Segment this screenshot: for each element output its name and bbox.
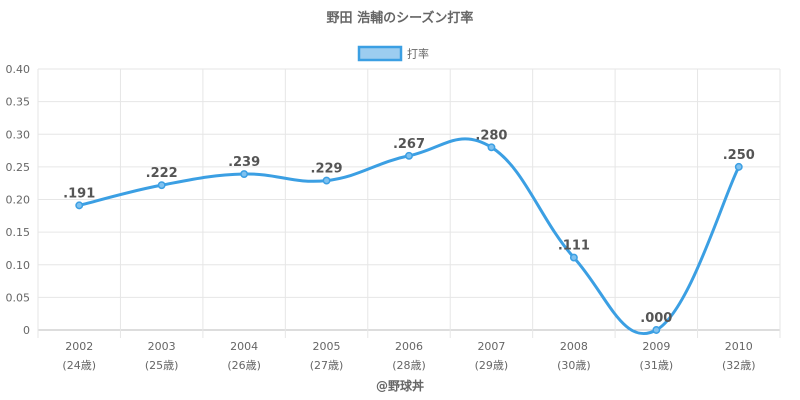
series-batting-average: [75, 137, 743, 335]
data-label: .250: [723, 148, 755, 163]
data-label: .239: [228, 155, 260, 170]
legend[interactable]: 打率: [357, 45, 429, 62]
y-tick-label: 0.30: [6, 128, 31, 141]
data-label: .111: [558, 239, 590, 254]
y-tick-label: 0.35: [6, 96, 31, 109]
data-point[interactable]: [652, 326, 661, 334]
x-tick-sublabel: (24歳): [62, 359, 96, 372]
data-point[interactable]: [157, 181, 166, 190]
data-point[interactable]: [405, 151, 413, 160]
y-tick-label: 0.05: [6, 291, 31, 304]
data-point[interactable]: [322, 176, 331, 185]
data-label: .000: [640, 311, 672, 326]
x-tick-label: 2010: [725, 340, 753, 353]
x-tick-label: 2003: [148, 340, 176, 353]
y-tick-label: 0.40: [6, 63, 31, 76]
x-tick-sublabel: (26歳): [227, 359, 261, 372]
x-tick-sublabel: (27歳): [310, 359, 344, 372]
data-label: .229: [311, 162, 343, 177]
x-tick-sublabel: (31歳): [640, 359, 674, 372]
data-point[interactable]: [569, 253, 578, 262]
x-tick-sublabel: (25歳): [145, 359, 179, 372]
x-tick-label: 2005: [313, 340, 341, 353]
y-axis: 0 0.05 0.10 0.15 0.20 0.25 0.30 0.35 0.40: [6, 63, 31, 337]
y-tick-label: 0: [23, 324, 30, 337]
y-tick-label: 0.25: [6, 161, 31, 174]
data-label: .191: [63, 186, 95, 201]
legend-swatch: [357, 45, 403, 62]
x-tick-sublabel: (30歳): [557, 359, 591, 372]
x-tick-label: 2008: [560, 340, 588, 353]
x-tick-sublabel: (28歳): [392, 359, 426, 372]
data-point[interactable]: [75, 201, 84, 210]
x-tick-label: 2002: [65, 340, 93, 353]
data-point[interactable]: [240, 170, 249, 179]
chart-title: 野田 浩輔のシーズン打率: [327, 10, 474, 26]
x-tick-label: 2007: [477, 340, 505, 353]
x-tick-label: 2006: [395, 340, 423, 353]
data-point[interactable]: [734, 162, 743, 171]
x-tick-label: 2009: [642, 340, 670, 353]
credit-label: @野球丼: [376, 378, 424, 393]
data-label: .267: [393, 137, 425, 152]
data-labels: .191 .222 .239 .229 .267 .280 .111 .000 .250: [63, 128, 755, 326]
series-line: [78, 137, 741, 335]
y-tick-label: 0.15: [6, 226, 31, 239]
legend-label: 打率: [407, 47, 429, 61]
grid: [37, 68, 781, 338]
data-label: .280: [475, 128, 507, 143]
x-axis: 2002 (24歳) 2003 (25歳) 2004 (26歳) 2005 (27歳) 2006…: [62, 340, 755, 372]
x-tick-sublabel: (32歳): [722, 359, 756, 372]
data-label: .222: [146, 166, 178, 181]
x-tick-label: 2004: [230, 340, 258, 353]
x-tick-sublabel: (29歳): [475, 359, 509, 372]
data-point[interactable]: [487, 143, 496, 152]
y-tick-label: 0.10: [6, 259, 31, 272]
y-tick-label: 0.20: [6, 194, 31, 207]
